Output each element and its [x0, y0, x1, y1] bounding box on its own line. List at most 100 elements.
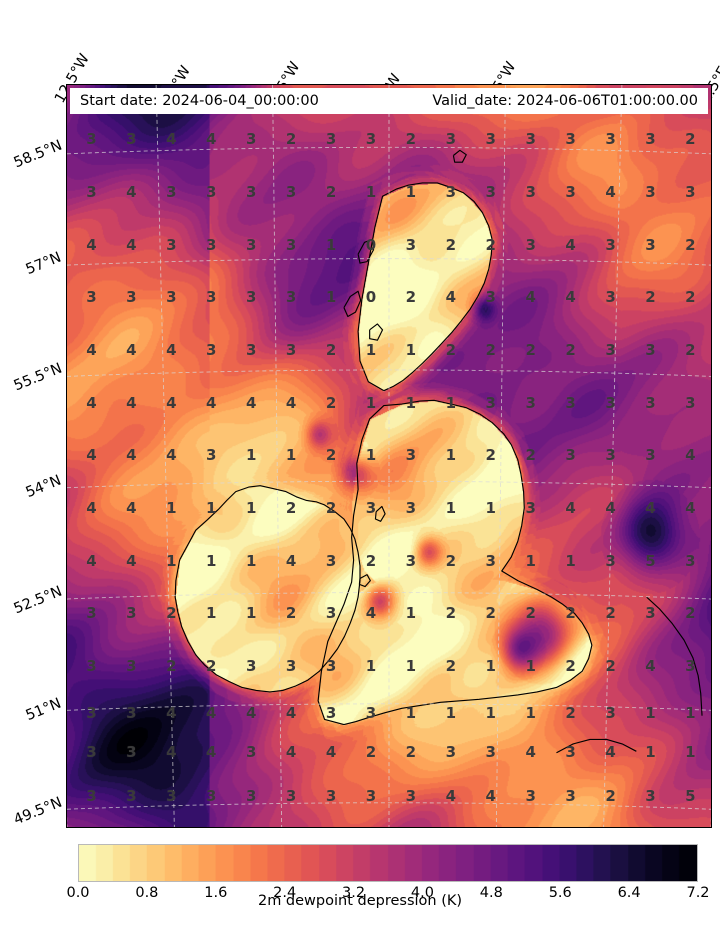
grid-value-label: 3: [365, 704, 377, 723]
grid-value-label: 4: [86, 235, 97, 254]
grid-value-label: 3: [126, 786, 137, 805]
grid-value-label: 2: [685, 604, 696, 623]
grid-value-label: 4: [126, 340, 137, 359]
grid-value-label: 3: [285, 340, 297, 359]
grid-value-label: 3: [645, 786, 656, 805]
grid-value-label: 3: [245, 656, 257, 675]
grid-value-label: 2: [605, 786, 616, 805]
grid-value-label: 1: [365, 182, 377, 201]
grid-value-label: 3: [126, 704, 137, 723]
grid-value-label: 4: [285, 743, 297, 762]
grid-value-label: 2: [565, 656, 576, 675]
grid-value-label: 2: [685, 340, 696, 359]
grid-value-label: 1: [166, 551, 177, 570]
grid-value-label: 3: [685, 551, 696, 570]
grid-value-label: 2: [405, 130, 417, 149]
grid-value-label: 3: [605, 393, 616, 412]
grid-value-label: 1: [525, 551, 536, 570]
grid-value-label: 4: [605, 182, 616, 201]
grid-value-label: 4: [445, 288, 457, 307]
grid-value-label: 1: [206, 551, 217, 570]
grid-value-label: 2: [565, 604, 576, 623]
grid-value-label: 2: [166, 656, 177, 675]
grid-value-label: 3: [565, 393, 576, 412]
grid-value-label: 2: [285, 604, 297, 623]
latitude-tick: 51°N: [24, 695, 64, 725]
grid-value-label: 4: [86, 551, 97, 570]
grid-value-label: 4: [285, 551, 297, 570]
grid-value-label: 1: [405, 656, 417, 675]
grid-value-label: 4: [206, 704, 217, 723]
grid-value-label: 1: [405, 704, 417, 723]
grid-value-label: 3: [605, 288, 616, 307]
grid-value-label: 3: [525, 393, 536, 412]
grid-value-label: 3: [245, 130, 257, 149]
grid-value-label: 1: [405, 182, 417, 201]
grid-value-label: 3: [206, 288, 217, 307]
grid-value-label: 3: [485, 393, 496, 412]
grid-value-label: 3: [525, 786, 536, 805]
grid-value-label: 4: [206, 393, 217, 412]
grid-value-label: 3: [285, 786, 297, 805]
grid-value-label: 3: [485, 182, 496, 201]
grid-value-label: 4: [525, 743, 536, 762]
grid-value-label: 1: [685, 704, 696, 723]
grid-value-label: 3: [86, 604, 97, 623]
grid-value-label: 1: [365, 656, 377, 675]
colorbar[interactable]: [78, 844, 698, 882]
grid-value-label: 0: [365, 288, 377, 307]
coastline-overlay: [174, 149, 703, 754]
grid-value-label: 3: [605, 551, 616, 570]
grid-value-label: 2: [485, 604, 496, 623]
grid-value-label: 4: [86, 393, 97, 412]
grid-value-label: 3: [126, 743, 137, 762]
grid-value-label: 2: [445, 235, 457, 254]
grid-value-label: 3: [325, 786, 337, 805]
grid-value-label: 4: [325, 743, 337, 762]
grid-value-label: 2: [685, 130, 696, 149]
grid-value-label: 4: [605, 498, 616, 517]
grid-value-label: 3: [645, 340, 656, 359]
grid-value-label: 2: [325, 340, 337, 359]
grid-value-label: 3: [405, 551, 417, 570]
grid-value-label: 3: [285, 182, 297, 201]
grid-value-label: 3: [86, 130, 97, 149]
map-panel[interactable]: 3 3 4 4 3 2 3 3 2 3 3 3 3 3 3 2 3 4 3 3 3 3 2 1 1 3 3 3 3 4 3 3 4 4 3 3 3 3 1 0…: [66, 84, 712, 828]
grid-value-label: 4: [565, 288, 576, 307]
grid-value-label: 3: [126, 656, 137, 675]
grid-value-label: 3: [525, 498, 536, 517]
grid-value-label: 3: [605, 340, 616, 359]
grid-value-label: 4: [365, 604, 377, 623]
grid-value-label: 3: [285, 288, 297, 307]
colorbar-tick-labels: 0.0 0.8 1.6 2.4 3.2 4.0 4.8 5.6 6.4 7.2: [66, 885, 709, 907]
grid-value-label: 3: [605, 446, 616, 465]
grid-value-label: 3: [86, 288, 97, 307]
grid-value-label: 1: [645, 743, 656, 762]
grid-value-label: 4: [685, 446, 696, 465]
colorbar-tick: 5.6: [548, 885, 572, 901]
grid-value-label: 1: [245, 498, 257, 517]
grid-value-label: 1: [445, 498, 457, 517]
grid-value-label: 2: [285, 498, 297, 517]
grid-value-label: 2: [605, 604, 616, 623]
grid-value-label: 3: [245, 340, 257, 359]
grid-value-label: 3: [405, 786, 417, 805]
colorbar-group: 0.0 0.8 1.6 2.4 3.2 4.0 4.8 5.6 6.4 7.2: [66, 844, 710, 907]
latitude-tick: 55.5°N: [11, 360, 64, 395]
grid-value-label: 1: [645, 704, 656, 723]
grid-value-label: 4: [565, 498, 576, 517]
grid-value-label: 3: [206, 446, 217, 465]
grid-value-label: 3: [126, 130, 137, 149]
grid-value-label: 2: [445, 340, 457, 359]
grid-value-label: 5: [645, 551, 656, 570]
grid-value-label: 2: [525, 446, 536, 465]
colorbar-tick: 0.0: [66, 885, 90, 901]
latitude-tick: 52.5°N: [11, 583, 64, 618]
grid-value-label: 3: [245, 743, 257, 762]
grid-value-label: 4: [166, 130, 177, 149]
grid-value-label: 4: [285, 393, 297, 412]
start-date-label: Start date: 2024-06-04_00:00:00: [80, 93, 319, 109]
grid-value-label: 4: [206, 743, 217, 762]
grid-value-label: 4: [126, 446, 137, 465]
